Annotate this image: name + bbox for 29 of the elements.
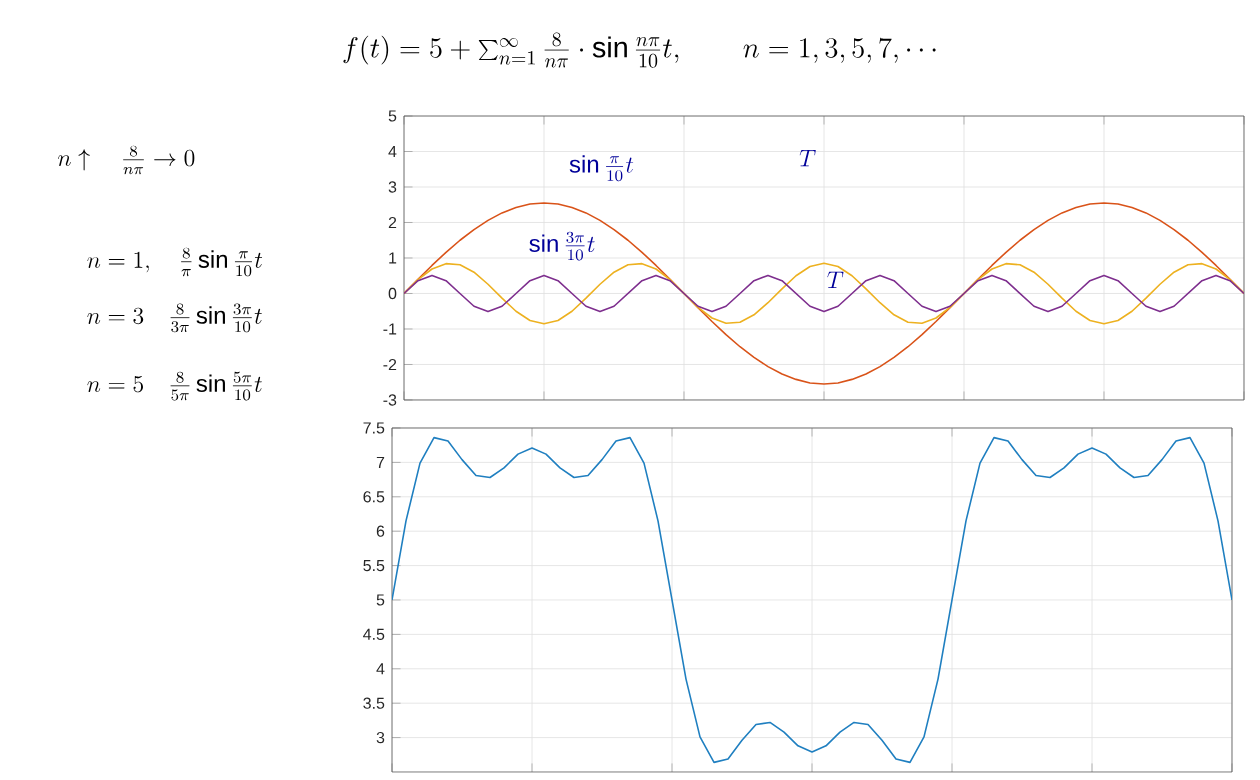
- y-tick-label: -1: [383, 323, 397, 335]
- y-tick-label: -2: [383, 358, 397, 371]
- text: $n=3 \quad \frac{8}{3\pi} \sin\frac{3\pi}{10}t$: [87, 303, 262, 333]
- y-tick-label: 3: [388, 181, 397, 193]
- y-tick-label: 4: [376, 663, 385, 675]
- y-tick-label: 5: [376, 594, 385, 606]
- y-tick-label: 4.5: [363, 628, 385, 640]
- annotation: $\sin\frac{\pi}{10}t$: [569, 155, 634, 182]
- annotation: $T$: [827, 271, 844, 289]
- annotation: $\sin\frac{3\pi}{10}t$: [529, 231, 595, 261]
- y-tick-label: 6: [376, 525, 385, 537]
- text: $n=5 \quad \frac{8}{5\pi} \sin\frac{5\pi}{10}t$: [87, 371, 262, 401]
- y-tick-label: 7.5: [363, 422, 385, 434]
- y-tick-label: 3: [376, 731, 385, 744]
- y-tick-label: -3: [383, 394, 397, 406]
- line-series: [392, 436, 1232, 764]
- y-tick-label: 6.5: [363, 491, 385, 503]
- y-tick-label: 3.5: [363, 697, 385, 709]
- y-tick-label: 5.5: [363, 560, 385, 572]
- y-tick-label: 4: [388, 145, 397, 157]
- annotation: $T$: [799, 149, 816, 167]
- text: $n=1, \quad \frac{8}{\pi} \sin\frac{\pi}{10}t$: [87, 247, 263, 277]
- chart-title: $f(t) = 5 + \sum_{n=1}^{\infty} \frac{8}{n\pi} \cdot \sin \frac{n\pi}{10} t, \qquad n = 1, 3, 5, 7, \cdots$: [343, 32, 936, 68]
- text: $n\uparrow \quad \frac{8}{n\pi} \to 0$: [58, 145, 195, 175]
- y-tick-label: 0: [388, 287, 397, 300]
- y-tick-label: 2: [388, 216, 397, 229]
- y-tick-label: 5: [388, 110, 397, 122]
- y-tick-label: 7: [376, 456, 385, 468]
- y-tick-label: 1: [389, 252, 397, 264]
